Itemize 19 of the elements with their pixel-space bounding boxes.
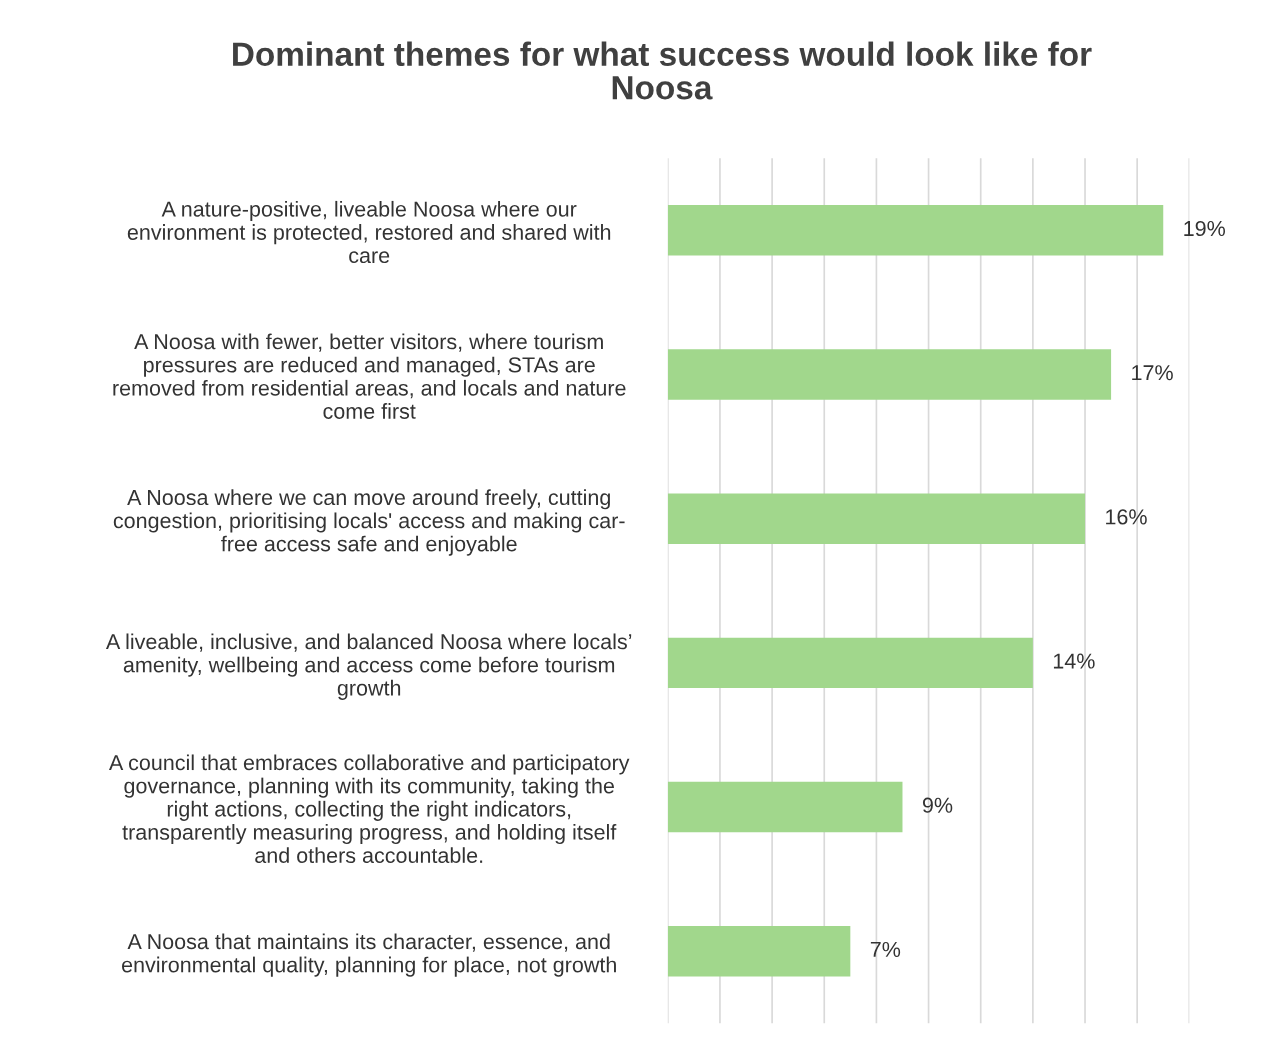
bar (667, 926, 851, 977)
data-label: 14% (1053, 653, 1095, 669)
y-tick-label: A liveable, inclusive, and balanced Noosa where locals’ amenity, wellbeing and access come before tourism growth (105, 633, 632, 700)
chart-title: Dominant themes for what success would look like for Noosa (233, 41, 1092, 100)
data-label: 19% (1184, 220, 1226, 237)
bar (667, 349, 1112, 400)
y-tick-label: A council that embraces collaborative and participatory governance, planning with its community, taking the right actions, collecting the right indicators, transparently measuring progress, and holding itself and others accountable. (108, 754, 630, 864)
bar (667, 781, 903, 833)
data-label: 9% (922, 797, 953, 813)
bar (667, 205, 1164, 256)
y-tick-label: A Noosa with fewer, better visitors, where tourism pressures are reduced and managed, STAs are removed from residential areas, and locals and nature come first (113, 333, 626, 419)
bar (667, 493, 1086, 544)
y-tick-label: A Noosa where we can move around freely, cutting congestion, prioritising locals' access and making car- free access safe and enjoyable (113, 489, 625, 556)
data-label: 7% (870, 941, 901, 957)
data-label: 16% (1106, 509, 1147, 525)
data-label: 17% (1132, 365, 1173, 381)
y-tick-label: A Noosa that maintains its character, essence, and environmental quality, planning for place, not growth (122, 933, 616, 977)
y-tick-label: A nature-positive, liveable Noosa where our environment is protected, restored and shared with care (127, 200, 611, 264)
bar (667, 637, 1033, 689)
